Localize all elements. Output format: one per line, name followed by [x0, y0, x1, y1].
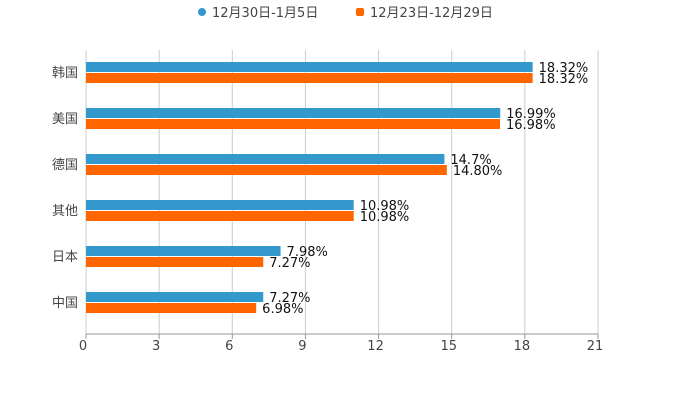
bar-series1	[86, 292, 264, 302]
category-label: 中国	[52, 296, 78, 311]
bar-series2	[86, 211, 354, 221]
bar-series2	[86, 119, 500, 129]
bar-series2	[86, 257, 264, 267]
data-label: 14.80%	[453, 164, 503, 179]
category-label: 日本	[52, 250, 78, 265]
bar-series1	[86, 154, 445, 164]
bar-series2	[86, 303, 257, 313]
x-tick-label: 0	[79, 339, 87, 354]
x-tick-label: 3	[152, 339, 160, 354]
data-label: 14.7%	[450, 153, 491, 168]
data-label: 7.27%	[269, 256, 310, 271]
bar-series1	[86, 200, 354, 210]
data-label: 18.32%	[539, 72, 589, 87]
legend-label: 12月23日-12月29日	[370, 6, 493, 21]
x-tick-label: 9	[298, 339, 306, 354]
bar-series1	[86, 108, 501, 118]
data-label: 7.27%	[269, 291, 310, 306]
x-tick-label: 18	[514, 339, 531, 354]
x-tick-label: 15	[440, 339, 457, 354]
category-label: 韩国	[52, 66, 78, 81]
bar-series2	[86, 165, 447, 175]
data-label: 10.98%	[360, 210, 410, 225]
data-label: 7.98%	[287, 245, 328, 260]
legend-label: 12月30日-1月5日	[212, 6, 318, 21]
x-tick-label: 6	[225, 339, 233, 354]
data-label: 6.98%	[262, 302, 303, 317]
category-label: 德国	[52, 158, 78, 173]
category-label: 美国	[52, 112, 78, 127]
legend-marker	[356, 8, 364, 16]
data-label: 18.32%	[539, 61, 589, 76]
legend-marker	[198, 8, 206, 16]
data-label: 16.99%	[506, 107, 556, 122]
x-tick-label: 12	[367, 339, 384, 354]
bar-series1	[86, 246, 281, 256]
data-label: 10.98%	[360, 199, 410, 214]
x-tick-label: 21	[587, 339, 604, 354]
bar-series1	[86, 62, 533, 72]
category-label: 其他	[52, 204, 78, 219]
data-label: 16.98%	[506, 118, 556, 133]
bar-series2	[86, 73, 533, 83]
